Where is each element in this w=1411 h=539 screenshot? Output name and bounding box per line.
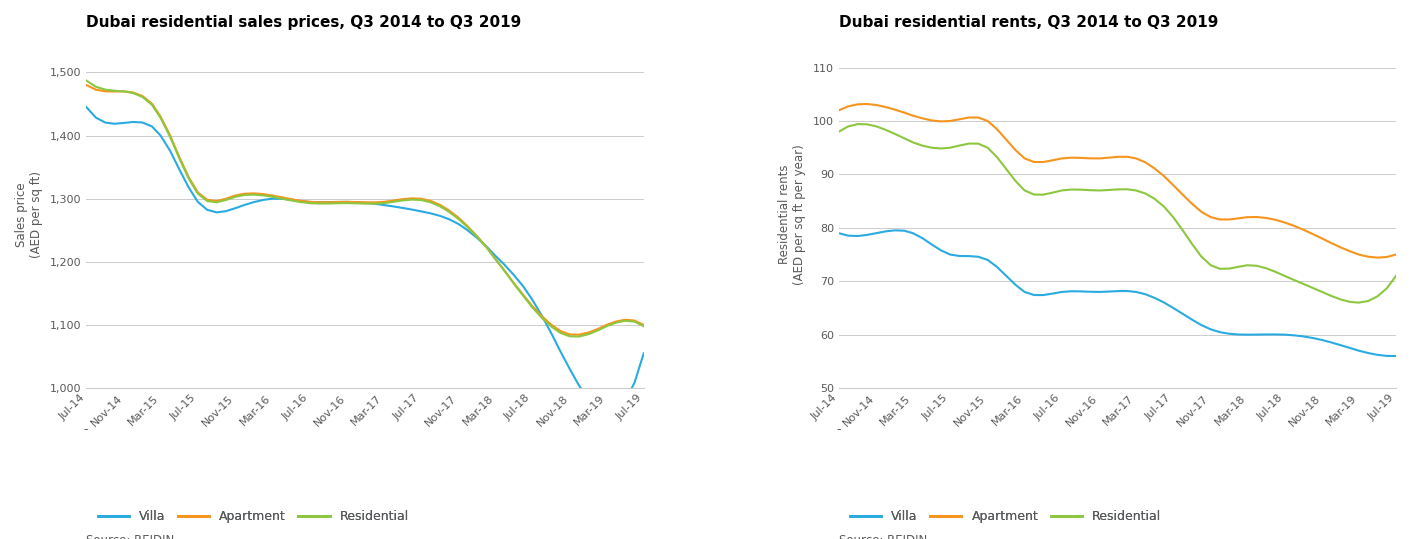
Legend: Villa, Apartment, Residential: Villa, Apartment, Residential <box>845 506 1167 528</box>
Y-axis label: Sales price
(AED per sq ft): Sales price (AED per sq ft) <box>16 171 42 258</box>
Text: -: - <box>835 423 841 436</box>
Text: -: - <box>83 423 87 436</box>
Text: Source: REIDIN: Source: REIDIN <box>838 534 927 539</box>
Text: Dubai residential sales prices, Q3 2014 to Q3 2019: Dubai residential sales prices, Q3 2014 … <box>86 15 522 30</box>
Legend: Villa, Apartment, Residential: Villa, Apartment, Residential <box>93 506 413 528</box>
Text: Dubai residential rents, Q3 2014 to Q3 2019: Dubai residential rents, Q3 2014 to Q3 2… <box>838 15 1218 30</box>
Y-axis label: Residential rents
(AED per sq ft per year): Residential rents (AED per sq ft per yea… <box>777 144 806 285</box>
Text: Source: REIDIN: Source: REIDIN <box>86 534 175 539</box>
